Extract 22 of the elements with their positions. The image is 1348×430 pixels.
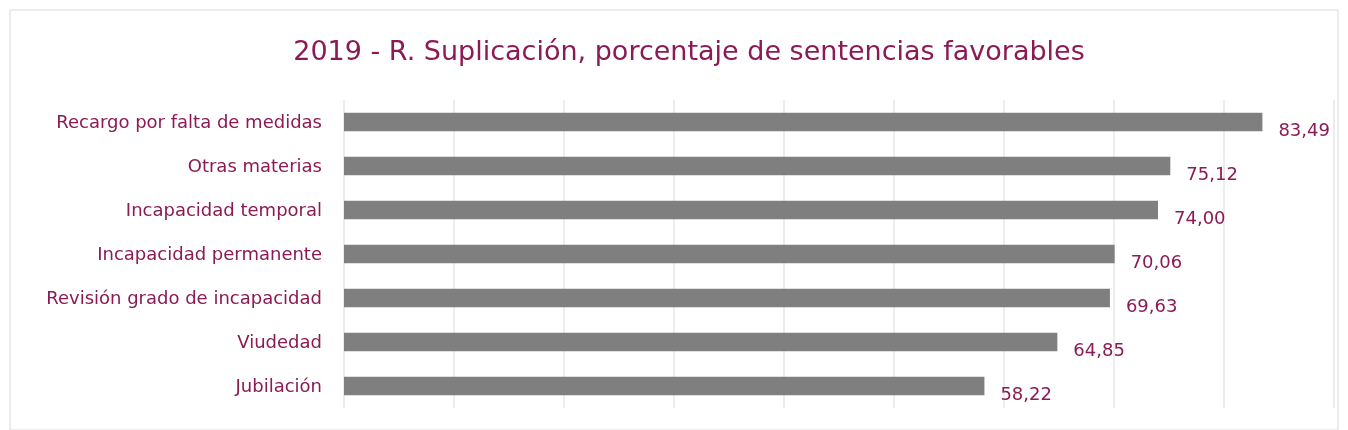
bar (344, 332, 1058, 352)
data-label: 70,06 (1130, 251, 1183, 273)
chart-title: 2019 - R. Suplicación, porcentaje de sentencias favorables (293, 35, 1085, 66)
data-label: 83,49 (1278, 119, 1330, 141)
data-label: 74,00 (1174, 207, 1226, 229)
y-tick-label: Incapacidad permanente (97, 243, 322, 265)
y-tick-label: Revisión grado de incapacidad (46, 287, 322, 309)
y-tick-label: Otras materias (187, 155, 322, 177)
data-label: 75,12 (1186, 163, 1238, 185)
data-label: 69,63 (1125, 295, 1178, 317)
bar (344, 200, 1158, 220)
bar (344, 376, 985, 396)
bar (344, 112, 1263, 132)
y-tick-label: Jubilación (234, 375, 322, 397)
y-tick-label: Viudedad (237, 331, 322, 353)
data-label: 58,22 (1000, 383, 1052, 405)
bar (344, 244, 1115, 264)
y-tick-label: Recargo por falta de medidas (56, 111, 322, 133)
bar (344, 288, 1110, 308)
y-tick-label: Incapacidad temporal (125, 199, 322, 221)
data-label: 64,85 (1073, 339, 1125, 361)
bar (344, 156, 1171, 176)
